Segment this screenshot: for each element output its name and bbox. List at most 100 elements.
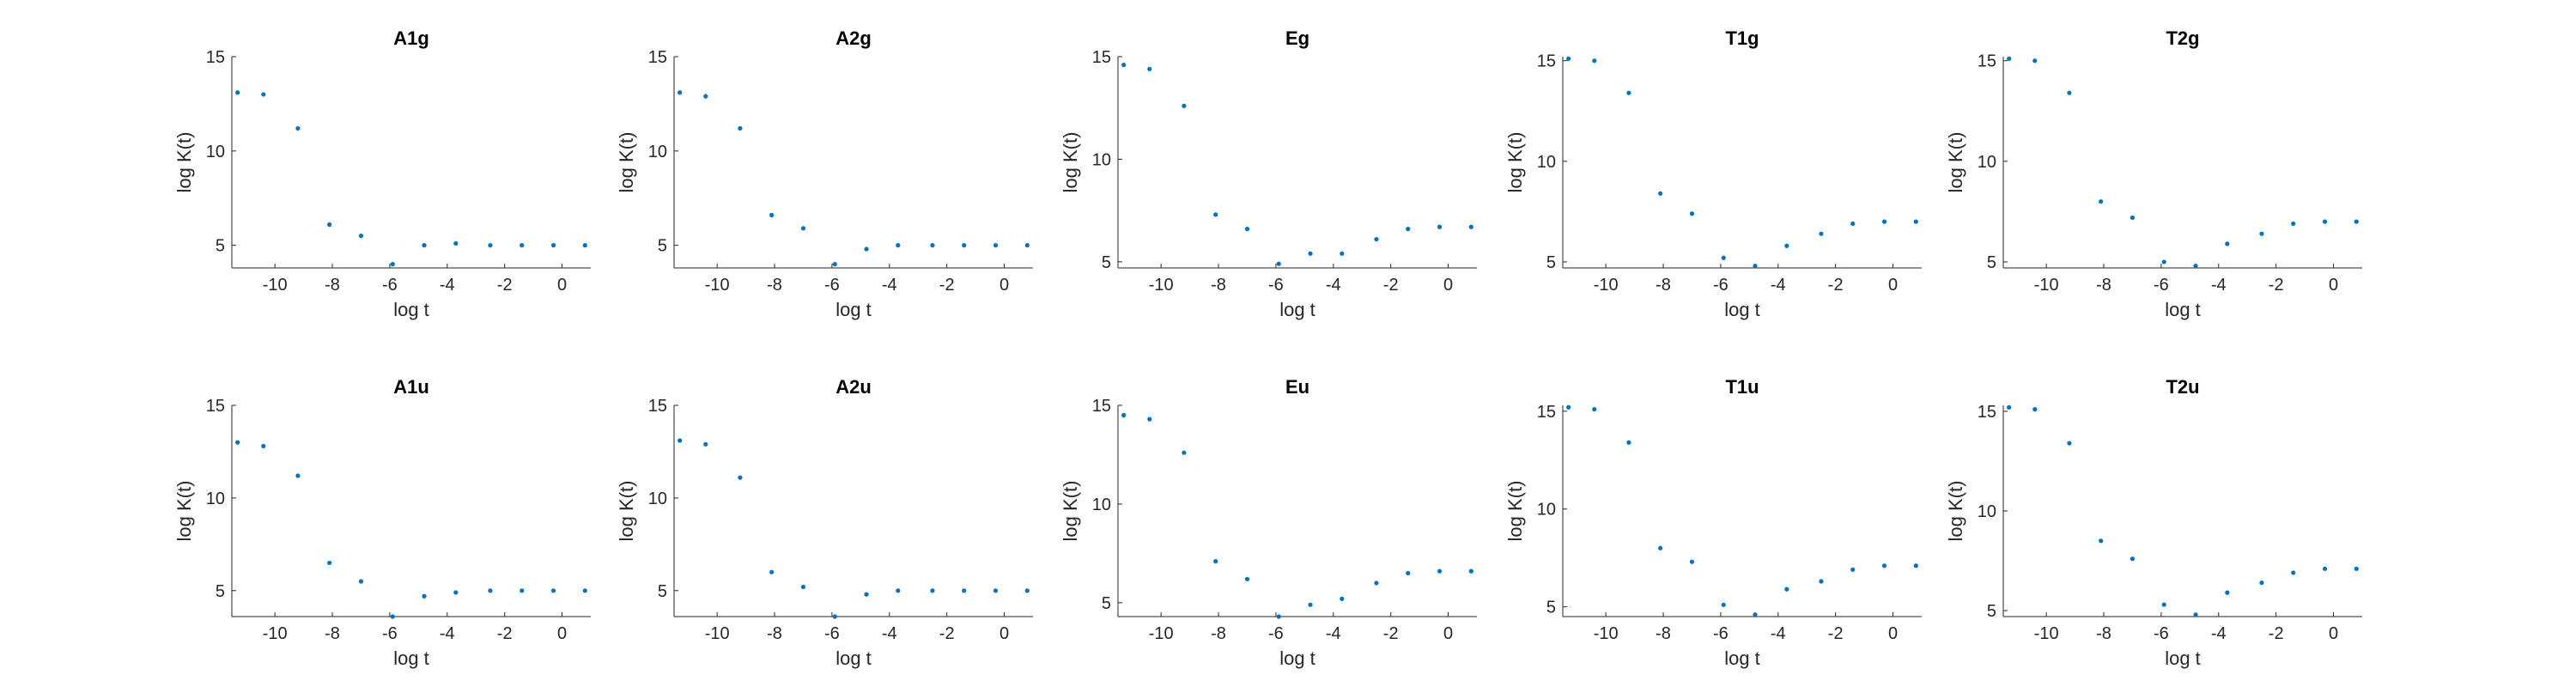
- y-tick-label: 10: [206, 489, 225, 508]
- x-tick-label: -4: [2211, 276, 2227, 295]
- x-tick-label: -8: [2096, 624, 2111, 643]
- data-point: [358, 234, 364, 239]
- data-point: [1566, 56, 1571, 61]
- data-point: [930, 588, 935, 593]
- data-point: [2259, 580, 2264, 586]
- x-tick-label: -8: [325, 276, 340, 295]
- data-point: [422, 593, 427, 599]
- subplot-title: T1g: [1725, 27, 1759, 49]
- y-tick-label: 10: [1092, 495, 1111, 514]
- x-tick-label: -8: [767, 624, 782, 643]
- x-axis-label: log t: [2165, 647, 2201, 669]
- data-point: [2161, 602, 2166, 607]
- data-point: [2193, 612, 2198, 617]
- x-axis-label: log t: [1279, 647, 1315, 669]
- data-point: [703, 94, 708, 99]
- y-tick-label: 15: [1978, 52, 1996, 71]
- y-tick-label: 15: [1978, 403, 1996, 422]
- y-axis-label: log K(t): [173, 481, 195, 542]
- x-axis-label: log t: [1724, 299, 1760, 320]
- data-point: [800, 584, 806, 590]
- y-tick-label: 10: [1092, 150, 1111, 169]
- x-tick-label: -4: [1771, 276, 1786, 295]
- y-tick-label: 15: [1092, 48, 1111, 67]
- data-point: [993, 588, 999, 593]
- data-point: [261, 92, 266, 97]
- data-point: [1721, 255, 1726, 260]
- data-point: [1913, 219, 1918, 224]
- x-tick-label: -2: [2269, 624, 2284, 643]
- subplot-title: Eu: [1285, 376, 1309, 398]
- data-point: [1147, 66, 1152, 71]
- data-point: [1121, 62, 1127, 68]
- data-point: [1121, 412, 1127, 418]
- y-tick-label: 10: [1537, 153, 1556, 172]
- y-tick-label: 10: [206, 143, 225, 161]
- data-point: [453, 590, 459, 595]
- data-point: [235, 90, 240, 95]
- x-tick-label: -6: [382, 624, 398, 643]
- data-point: [1468, 224, 1473, 229]
- data-point: [1753, 264, 1758, 269]
- data-point: [1881, 219, 1887, 224]
- x-tick-label: -6: [1268, 624, 1284, 643]
- y-tick-label: 15: [648, 397, 667, 416]
- data-point: [1850, 567, 1856, 572]
- data-point: [2007, 56, 2012, 61]
- data-point: [2322, 566, 2328, 571]
- x-tick-label: -10: [705, 624, 730, 643]
- x-tick-label: -8: [2096, 276, 2111, 295]
- data-point: [295, 125, 301, 131]
- subplot-t1g: T1g -10 -8 -6 -4 -2 0 5 10 15 log t log K(t): [1504, 27, 1922, 320]
- data-point: [261, 443, 266, 449]
- x-tick-label: 0: [999, 276, 1009, 295]
- y-tick-label: 5: [1546, 599, 1556, 617]
- data-point: [962, 243, 967, 248]
- x-tick-label: -10: [1149, 624, 1174, 643]
- subplot-title: A2g: [835, 27, 872, 49]
- data-point: [1784, 587, 1789, 592]
- data-point: [2099, 538, 2104, 544]
- data-point: [2007, 404, 2012, 410]
- x-axis-label: log t: [393, 299, 429, 320]
- data-point: [1658, 191, 1663, 196]
- x-tick-label: 0: [1443, 276, 1453, 295]
- data-point: [1689, 559, 1695, 564]
- data-point: [1437, 568, 1443, 574]
- x-tick-label: 0: [2329, 276, 2338, 295]
- data-point: [582, 243, 587, 248]
- x-tick-label: -10: [1594, 624, 1619, 643]
- subplot-title: A2u: [835, 376, 872, 398]
- y-tick-label: 5: [1546, 253, 1556, 272]
- x-tick-label: -8: [1656, 276, 1671, 295]
- data-point: [1592, 406, 1597, 412]
- data-point: [1468, 568, 1473, 574]
- x-tick-label: -4: [1326, 624, 1341, 643]
- data-point: [327, 560, 332, 566]
- subplot-a1u: A1u -10 -8 -6 -4 -2 0 5 10 15 log t log K(t): [173, 376, 591, 669]
- y-tick-label: 5: [1987, 602, 1996, 621]
- y-tick-label: 5: [1102, 594, 1111, 613]
- data-point: [832, 262, 837, 267]
- data-point: [327, 222, 332, 228]
- subplot-eu: Eu -10 -8 -6 -4 -2 0 5 10 15 log t log K(t): [1060, 376, 1477, 669]
- data-point: [2129, 556, 2136, 562]
- y-tick-label: 15: [1537, 403, 1556, 422]
- x-tick-label: -8: [1656, 624, 1671, 643]
- data-point: [358, 579, 364, 584]
- data-point: [1374, 581, 1379, 586]
- x-tick-label: -4: [882, 276, 897, 295]
- data-point: [1182, 450, 1187, 455]
- x-tick-label: -6: [824, 624, 840, 643]
- data-point: [2322, 219, 2328, 224]
- data-point: [1374, 236, 1379, 242]
- x-axis-label: log t: [835, 647, 872, 669]
- data-point: [1592, 58, 1597, 64]
- data-point: [453, 240, 459, 246]
- data-point: [738, 475, 743, 480]
- data-point: [1244, 227, 1250, 232]
- data-point: [1850, 221, 1856, 227]
- y-tick-label: 10: [1978, 502, 1996, 521]
- x-tick-label: -10: [1594, 276, 1619, 295]
